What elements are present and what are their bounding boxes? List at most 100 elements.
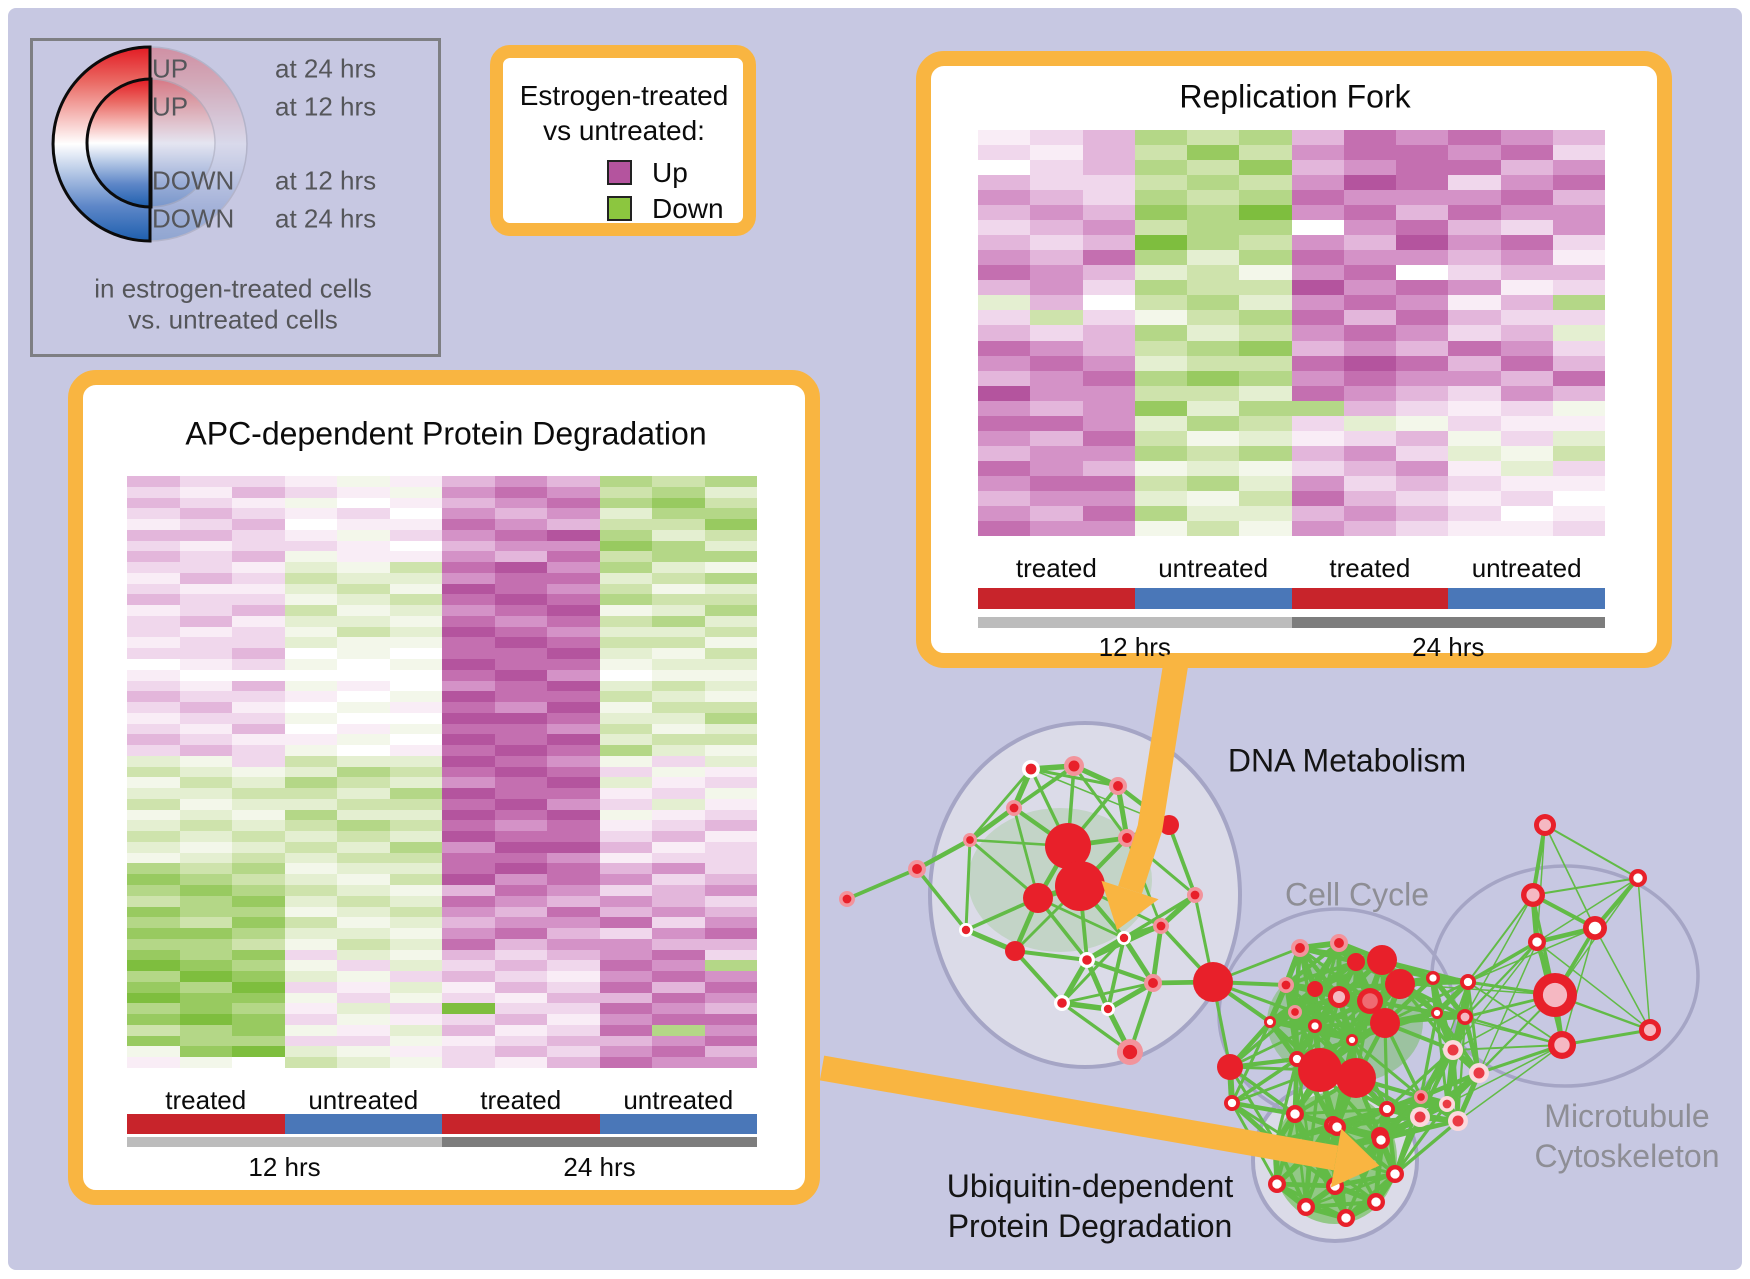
- heatmap-cell: [704, 863, 757, 875]
- heatmap-cell: [442, 669, 495, 681]
- heatmap-cell: [232, 702, 285, 713]
- heatmap-cell: [284, 777, 337, 789]
- heatmap-cell: [442, 863, 495, 875]
- heatmap-cell: [127, 755, 180, 767]
- down-color-swatch: [607, 196, 632, 221]
- heatmap-cell: [1187, 430, 1240, 446]
- heatmap-cell: [442, 605, 495, 616]
- heatmap-cell: [547, 798, 600, 810]
- heatmap-cell: [1134, 220, 1187, 236]
- heatmap-cell: [179, 960, 232, 972]
- heatmap-cell: [494, 712, 547, 724]
- apc-untreated-bar: [284, 1114, 442, 1134]
- heatmap-cell: [1239, 235, 1292, 251]
- apc-condition-bars: [127, 1114, 757, 1134]
- heatmap-cell: [179, 562, 232, 573]
- heatmap-cell: [1552, 190, 1605, 206]
- heatmap-cell: [1448, 175, 1501, 191]
- heatmap-cell: [547, 960, 600, 972]
- heatmap-cell: [1500, 370, 1553, 386]
- heatmap-cell: [284, 1057, 337, 1068]
- heatmap-cell: [1291, 340, 1344, 356]
- heatmap-cell: [232, 734, 285, 746]
- heatmap-cell: [442, 949, 495, 961]
- heatmap-cell: [179, 895, 232, 907]
- apc-treated-bar: [127, 1114, 285, 1134]
- apc-time-labels: 12 hrs 24 hrs: [127, 1152, 757, 1183]
- heatmap-cell: [547, 981, 600, 993]
- heatmap-cell: [337, 637, 390, 649]
- heatmap-cell: [442, 702, 495, 713]
- rf-group-label: untreated: [1471, 553, 1582, 583]
- heatmap-cell: [1552, 175, 1605, 191]
- heatmap-cell: [652, 863, 705, 875]
- heatmap-cell: [1343, 205, 1396, 221]
- heatmap-cell: [179, 949, 232, 961]
- heatmap-cell: [494, 777, 547, 789]
- heatmap-cell: [337, 917, 390, 929]
- heatmap-cell: [389, 981, 442, 993]
- heatmap-cell: [1239, 400, 1292, 416]
- heatmap-cell: [704, 755, 757, 767]
- microtubule-cytoskeleton-label: Microtubule Cytoskeleton: [1535, 1096, 1720, 1176]
- heatmap-cell: [442, 519, 495, 530]
- heatmap-cell: [127, 594, 180, 606]
- heatmap-cell: [179, 626, 232, 638]
- heatmap-cell: [1030, 145, 1083, 161]
- heatmap-cell: [232, 917, 285, 929]
- heatmap-cell: [337, 852, 390, 864]
- heatmap-cell: [652, 852, 705, 864]
- heatmap-cell: [179, 497, 232, 509]
- heatmap-cell: [337, 766, 390, 778]
- heatmap-cell: [442, 594, 495, 606]
- heatmap-cell: [652, 497, 705, 509]
- heatmap-cell: [1448, 220, 1501, 236]
- heatmap-cell: [1291, 235, 1344, 251]
- heatmap-cell: [547, 519, 600, 530]
- heatmap-cell: [1396, 355, 1449, 371]
- heatmap-cell: [1030, 265, 1083, 281]
- heatmap-cell: [232, 820, 285, 832]
- heatmap-cell: [337, 906, 390, 918]
- ring-row-dir: DOWN: [152, 165, 235, 196]
- heatmap-cell: [547, 885, 600, 896]
- heatmap-cell: [652, 820, 705, 832]
- heatmap-cell: [599, 734, 652, 746]
- heatmap-cell: [1500, 160, 1553, 176]
- heatmap-cell: [652, 615, 705, 627]
- heatmap-cell: [1030, 205, 1083, 221]
- heatmap-cell: [1552, 430, 1605, 446]
- heatmap-cell: [494, 917, 547, 929]
- heatmap-cell: [1396, 520, 1449, 536]
- heatmap-cell: [1500, 340, 1553, 356]
- heatmap-cell: [599, 928, 652, 939]
- heatmap-cell: [494, 928, 547, 939]
- heatmap-cell: [652, 669, 705, 681]
- heatmap-cell: [1187, 460, 1240, 476]
- heatmap-cell: [978, 160, 1031, 176]
- heatmap-cell: [1082, 370, 1135, 386]
- heatmap-cell: [547, 1046, 600, 1058]
- heatmap-cell: [1396, 220, 1449, 236]
- heatmap-cell: [232, 1035, 285, 1047]
- heatmap-cell: [978, 145, 1031, 161]
- heatmap-cell: [1500, 145, 1553, 161]
- heatmap-cell: [127, 809, 180, 821]
- heatmap-cell: [1082, 220, 1135, 236]
- heatmap-cell: [1082, 400, 1135, 416]
- heatmap-cell: [1030, 295, 1083, 311]
- heatmap-cell: [599, 497, 652, 509]
- rf-condition-bars: [978, 588, 1605, 609]
- heatmap-cell: [1448, 295, 1501, 311]
- heatmap-cell: [1187, 190, 1240, 206]
- heatmap-cell: [179, 1003, 232, 1015]
- heatmap-cell: [599, 680, 652, 692]
- heatmap-cell: [494, 788, 547, 799]
- heatmap-cell: [704, 605, 757, 616]
- heatmap-cell: [442, 1024, 495, 1036]
- heatmap-cell: [337, 476, 390, 487]
- heatmap-cell: [494, 885, 547, 896]
- heatmap-cell: [547, 551, 600, 563]
- heatmap-cell: [389, 551, 442, 563]
- heatmap-cell: [232, 863, 285, 875]
